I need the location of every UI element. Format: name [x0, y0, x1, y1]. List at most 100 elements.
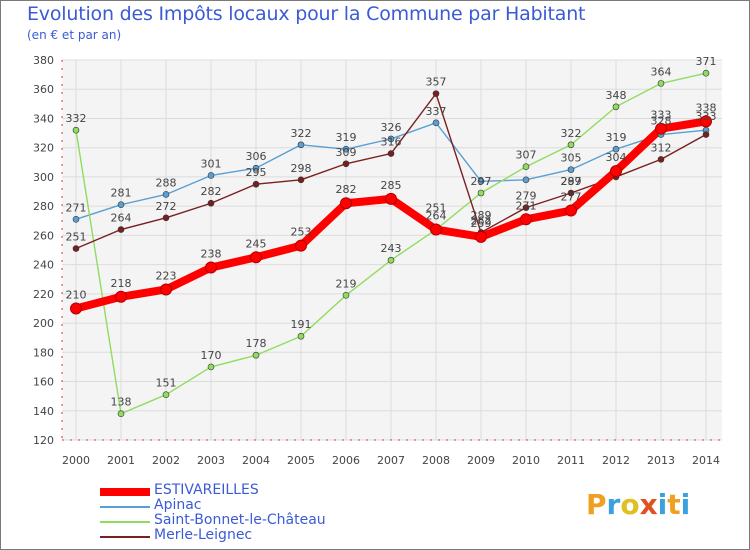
y-tick-label: 360: [33, 83, 54, 96]
plot-area: [62, 60, 722, 440]
data-point-apinac: [387, 135, 395, 143]
data-label-overlap: 289: [471, 209, 492, 222]
data-label-estivareilles: 304: [606, 151, 627, 164]
data-point-estivareilles: [250, 251, 262, 264]
y-tick-label: 160: [33, 376, 54, 389]
x-tick-label: 2008: [422, 454, 450, 467]
data-point-apinac: [207, 172, 215, 179]
data-label-apinac: 322: [291, 127, 312, 140]
data-label-saint-bonnet-le-ch-teau: 219: [336, 277, 357, 290]
data-point-saint-bonnet-le-ch-teau: [297, 332, 305, 340]
data-point-merle-leignec: [387, 150, 395, 157]
data-point-merle-leignec: [432, 90, 440, 97]
y-tick-label: 220: [33, 288, 54, 301]
data-label-estivareilles: 285: [381, 179, 402, 192]
y-tick-label: 140: [33, 405, 54, 418]
data-label-merle-leignec: 309: [336, 146, 357, 159]
x-tick-label: 2013: [647, 454, 675, 467]
logo-letter: o: [620, 488, 640, 521]
data-point-saint-bonnet-le-ch-teau: [117, 410, 125, 417]
data-label-apinac: 306: [246, 150, 267, 163]
data-label-saint-bonnet-le-ch-teau: 307: [516, 149, 537, 162]
data-label-apinac: 319: [336, 131, 357, 144]
legend-label-apinac: Apinac: [154, 497, 202, 513]
data-point-estivareilles: [700, 115, 712, 128]
data-label-estivareilles: 271: [516, 199, 537, 212]
data-point-estivareilles: [475, 230, 487, 243]
y-tick-label: 380: [33, 54, 54, 67]
data-point-saint-bonnet-le-ch-teau: [567, 141, 575, 149]
data-label-apinac: 271: [66, 201, 87, 214]
x-tick-label: 2014: [692, 454, 720, 467]
data-label-estivareilles: 259: [471, 217, 492, 230]
data-label-estivareilles: 277: [561, 191, 582, 204]
data-point-merle-leignec: [297, 176, 305, 184]
legend-label-estivareilles: ESTIVAREILLES: [154, 482, 259, 498]
x-tick-label: 2004: [242, 454, 270, 467]
y-tick-label: 120: [33, 434, 54, 447]
data-point-merle-leignec: [207, 199, 215, 207]
data-label-saint-bonnet-le-ch-teau: 151: [156, 377, 177, 390]
data-point-saint-bonnet-le-ch-teau: [162, 391, 170, 398]
data-point-estivareilles: [340, 197, 352, 210]
data-point-apinac: [117, 201, 125, 208]
data-label-saint-bonnet-le-ch-teau: 170: [201, 349, 222, 362]
logo-letter: i: [657, 488, 668, 521]
data-point-estivareilles: [520, 213, 532, 226]
data-point-saint-bonnet-le-ch-teau: [612, 103, 620, 111]
data-label-apinac: 301: [201, 157, 222, 170]
data-point-estivareilles: [70, 302, 82, 315]
data-point-apinac: [612, 145, 620, 153]
logo-letter: x: [639, 488, 658, 521]
data-label-saint-bonnet-le-ch-teau: 243: [381, 242, 402, 255]
data-label-saint-bonnet-le-ch-teau: 178: [246, 337, 267, 350]
y-tick-label: 200: [33, 317, 54, 330]
data-label-overlap: 297: [561, 175, 582, 188]
logo-letter: i: [680, 488, 691, 521]
y-tick-label: 180: [33, 346, 54, 359]
data-label-merle-leignec: 357: [426, 76, 447, 89]
data-label-overlap: 328: [651, 115, 672, 128]
data-label-estivareilles: 218: [111, 277, 132, 290]
data-label-merle-leignec: 279: [516, 190, 537, 203]
x-tick-label: 2003: [197, 454, 225, 467]
data-label-saint-bonnet-le-ch-teau: 348: [606, 89, 627, 102]
data-label-saint-bonnet-le-ch-teau: 138: [111, 396, 132, 409]
y-tick-label: 320: [33, 142, 54, 155]
data-label-saint-bonnet-le-ch-teau: 371: [696, 55, 717, 68]
data-point-estivareilles: [385, 192, 397, 205]
data-point-saint-bonnet-le-ch-teau: [72, 126, 80, 134]
data-label-merle-leignec: 289: [561, 175, 582, 188]
x-tick-label: 2006: [332, 454, 360, 467]
data-label-saint-bonnet-le-ch-teau: 322: [561, 127, 582, 140]
x-tick-label: 2011: [557, 454, 585, 467]
data-label-apinac: 326: [381, 121, 402, 134]
data-point-estivareilles: [655, 122, 667, 135]
legend-swatch-saint-bonnet: [100, 521, 150, 523]
data-point-apinac: [297, 141, 305, 149]
data-label-saint-bonnet-le-ch-teau: 191: [291, 318, 312, 331]
data-label-apinac: 281: [111, 187, 132, 200]
data-point-estivareilles: [565, 204, 577, 217]
x-tick-label: 2012: [602, 454, 630, 467]
x-tick-label: 2000: [62, 454, 90, 467]
legend-swatch-estivareilles: [100, 488, 150, 496]
x-tick-label: 2010: [512, 454, 540, 467]
x-tick-label: 2005: [287, 454, 315, 467]
data-label-estivareilles: 238: [201, 248, 222, 261]
legend-label-merle-leignec: Merle-Leignec: [154, 527, 253, 543]
legend-label-saint-bonnet: Saint-Bonnet-le-Château: [154, 512, 326, 528]
data-label-estivareilles: 223: [156, 269, 177, 282]
x-tick-label: 2007: [377, 454, 405, 467]
data-point-apinac: [522, 176, 530, 184]
data-point-merle-leignec: [162, 214, 170, 222]
data-label-estivareilles: 282: [336, 183, 357, 196]
data-point-apinac: [162, 191, 170, 198]
data-point-apinac: [252, 164, 260, 172]
chart-subtitle: (en € et par an): [27, 28, 122, 42]
y-tick-label: 340: [33, 112, 54, 125]
data-point-apinac: [477, 178, 485, 185]
data-label-estivareilles: 264: [426, 210, 447, 223]
data-point-merle-leignec: [522, 204, 530, 211]
data-label-estivareilles: 333: [651, 109, 672, 122]
